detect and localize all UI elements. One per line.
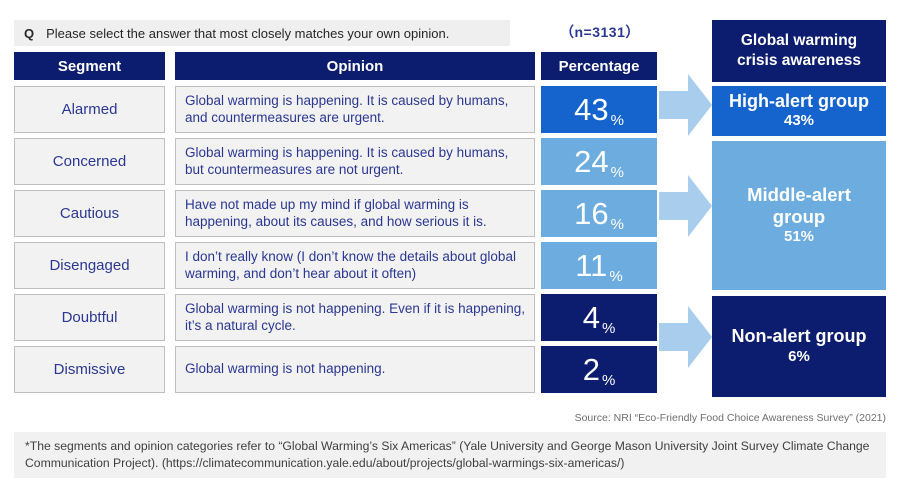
percentage-unit: % <box>601 372 616 389</box>
opinion-cell: I don’t really know (I don’t know the de… <box>175 242 535 289</box>
percentage-unit: % <box>601 320 616 337</box>
table-row: Dismissive Global warming is not happeni… <box>14 346 657 393</box>
table-header-row: Segment Opinion Percentage <box>14 52 657 80</box>
percentage-cell: 24 % <box>541 138 657 185</box>
percentage-value: 4 <box>582 300 600 335</box>
header-opinion: Opinion <box>175 52 535 80</box>
sample-size-label: （n=3131） <box>560 24 640 40</box>
percentage-value: 11 <box>575 248 608 283</box>
header-segment: Segment <box>14 52 165 80</box>
percentage-unit: % <box>610 164 624 181</box>
percentage-cell: 4 % <box>541 294 657 341</box>
arrow-right-icon <box>659 175 712 237</box>
arrow-right-icon <box>659 74 712 136</box>
opinion-cell: Global warming is happening. It is cause… <box>175 138 535 185</box>
segment-cell: Disengaged <box>14 242 165 289</box>
group-label: Middle-alert group <box>747 183 851 228</box>
group-value: 43% <box>783 112 815 130</box>
awareness-group-middle: Middle-alert group 51% <box>712 141 886 290</box>
percentage-unit: % <box>610 112 624 129</box>
percentage-cell: 11 % <box>541 242 657 289</box>
group-label: High-alert group <box>729 90 869 111</box>
group-value: 6% <box>788 347 810 365</box>
opinion-cell: Have not made up my mind if global warmi… <box>175 190 535 237</box>
opinion-cell: Global warming is not happening. <box>175 346 535 393</box>
header-percentage: Percentage <box>541 52 657 80</box>
arrow-right-icon <box>659 306 712 368</box>
question-prefix: Q <box>24 25 35 41</box>
percentage-unit: % <box>609 268 623 285</box>
segment-cell: Doubtful <box>14 294 165 341</box>
percentage-value: 24 <box>574 144 609 179</box>
table-row: Cautious Have not made up my mind if glo… <box>14 190 657 237</box>
percentage-value: 2 <box>582 352 600 387</box>
segment-cell: Dismissive <box>14 346 165 393</box>
percentage-cell: 43 % <box>541 86 657 133</box>
percentage-unit: % <box>610 216 624 233</box>
group-value: 51% <box>783 228 815 246</box>
source-note: Source: NRI “Eco-Friendly Food Choice Aw… <box>574 412 886 424</box>
awareness-panel-title: Global warming crisis awareness <box>712 20 886 82</box>
group-label: Non-alert group <box>731 326 867 347</box>
percentage-value: 16 <box>574 196 609 231</box>
percentage-cell: 16 % <box>541 190 657 237</box>
percentage-value: 43 <box>574 92 609 127</box>
segment-cell: Alarmed <box>14 86 165 133</box>
footnote: *The segments and opinion categories ref… <box>14 432 886 478</box>
table-row: Disengaged I don’t really know (I don’t … <box>14 242 657 289</box>
question-bar: Q Please select the answer that most clo… <box>14 20 510 46</box>
opinion-cell: Global warming is happening. It is cause… <box>175 86 535 133</box>
table-row: Alarmed Global warming is happening. It … <box>14 86 657 133</box>
table-row: Concerned Global warming is happening. I… <box>14 138 657 185</box>
segment-cell: Cautious <box>14 190 165 237</box>
awareness-group-non: Non-alert group 6% <box>712 296 886 397</box>
percentage-cell: 2 % <box>541 346 657 393</box>
table-row: Doubtful Global warming is not happening… <box>14 294 657 341</box>
opinion-cell: Global warming is not happening. Even if… <box>175 294 535 341</box>
segment-cell: Concerned <box>14 138 165 185</box>
awareness-group-high: High-alert group 43% <box>712 86 886 136</box>
question-text: Please select the answer that most close… <box>46 25 450 41</box>
table-body: Alarmed Global warming is happening. It … <box>14 86 657 398</box>
